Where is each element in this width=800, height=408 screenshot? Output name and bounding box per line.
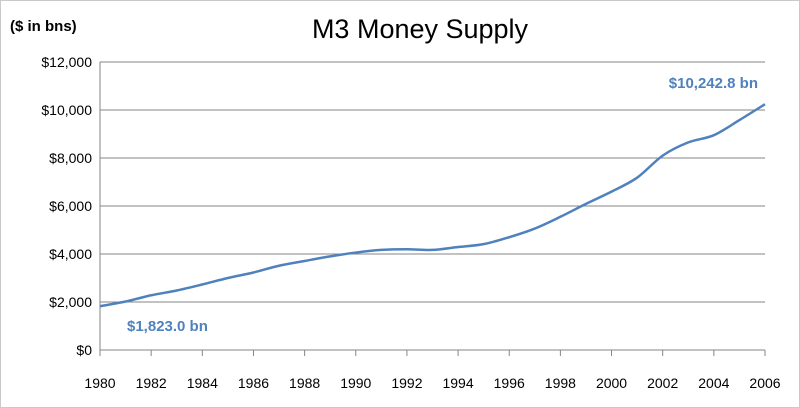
x-tick-label: 1994: [442, 375, 473, 391]
x-tick-label: 1980: [84, 375, 115, 391]
x-tick-label: 2002: [647, 375, 678, 391]
x-tick-label: 1982: [136, 375, 167, 391]
y-tick-label: $2,000: [49, 294, 92, 310]
x-tick-label: 2004: [698, 375, 729, 391]
series-line: [99, 103, 766, 308]
y-tick-label: $12,000: [41, 54, 92, 70]
x-tick-label: 1996: [494, 375, 525, 391]
x-tick-label: 1990: [340, 375, 371, 391]
x-tick-label: 2000: [596, 375, 627, 391]
y-tick-label: $6,000: [49, 198, 92, 214]
start-value-annotation: $1,823.0 bn: [127, 318, 208, 335]
x-tick-label: 1998: [545, 375, 576, 391]
y-tick-label: $10,000: [41, 102, 92, 118]
y-tick-label: $8,000: [49, 150, 92, 166]
y-unit-label: ($ in bns): [10, 18, 77, 35]
x-tick-label: 1988: [289, 375, 320, 391]
y-tick-label: $0: [76, 342, 92, 358]
y-tick-label: $4,000: [49, 246, 92, 262]
x-tick-label: 1992: [391, 375, 422, 391]
chart-title: M3 Money Supply: [311, 14, 529, 44]
end-value-annotation: $10,242.8 bn: [669, 75, 758, 92]
x-tick-label: 1984: [187, 375, 218, 391]
x-tick-label: 2006: [749, 375, 780, 391]
x-tick-label: 1986: [238, 375, 269, 391]
